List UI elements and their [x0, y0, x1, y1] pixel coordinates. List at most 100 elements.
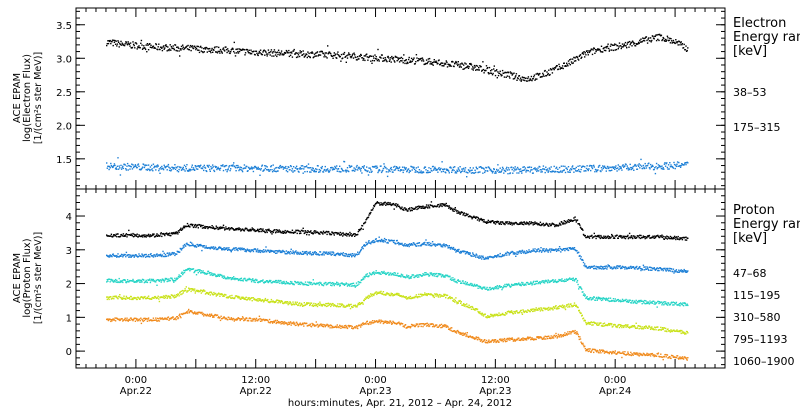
- data-point: [685, 239, 688, 241]
- data-point: [193, 271, 195, 274]
- data-point: [141, 281, 143, 283]
- data-point: [563, 62, 565, 64]
- data-point: [217, 248, 219, 250]
- data-point: [603, 47, 605, 49]
- data-point: [603, 165, 606, 167]
- data-point: [530, 79, 532, 81]
- data-point: [336, 284, 338, 286]
- data-point: [183, 246, 185, 249]
- data-point: [527, 76, 530, 78]
- data-point: [367, 174, 370, 176]
- data-point: [176, 50, 178, 52]
- data-point: [427, 207, 429, 209]
- data-point: [318, 168, 320, 171]
- data-point: [147, 233, 150, 236]
- data-point: [265, 280, 267, 283]
- data-point: [516, 172, 518, 174]
- data-point: [413, 276, 416, 279]
- data-point: [480, 166, 482, 168]
- data-point: [542, 222, 545, 225]
- data-point: [473, 64, 476, 67]
- data-point: [208, 164, 210, 167]
- data-point: [578, 251, 580, 254]
- data-point: [351, 54, 353, 56]
- data-point: [373, 204, 375, 207]
- data-point: [355, 56, 357, 59]
- data-point: [501, 288, 503, 291]
- data-point: [399, 170, 401, 172]
- data-point: [368, 56, 370, 58]
- data-point: [224, 165, 226, 167]
- data-point: [614, 168, 616, 170]
- data-point: [519, 222, 521, 224]
- data-point: [346, 169, 348, 172]
- data-point: [391, 273, 393, 276]
- data-point: [247, 52, 250, 54]
- data-point: [571, 248, 573, 250]
- data-point: [370, 169, 372, 171]
- data-point: [409, 61, 411, 63]
- data-point: [145, 253, 147, 256]
- data-point: [362, 247, 364, 250]
- data-point: [628, 46, 630, 48]
- data-point: [308, 282, 310, 284]
- data-point: [138, 234, 140, 236]
- data-point: [656, 34, 658, 36]
- data-point: [528, 249, 530, 251]
- data-point: [163, 48, 165, 50]
- data-point: [645, 167, 648, 169]
- data-point: [354, 54, 356, 56]
- data-point: [441, 205, 443, 208]
- data-point: [128, 281, 130, 283]
- data-point: [256, 230, 258, 232]
- data-point: [296, 232, 298, 235]
- data-point: [657, 167, 659, 169]
- data-point: [276, 166, 278, 169]
- data-point: [494, 74, 497, 77]
- data-point: [284, 229, 286, 232]
- data-point: [316, 51, 319, 53]
- data-point: [183, 227, 186, 229]
- data-point: [385, 166, 387, 169]
- data-point: [472, 69, 474, 71]
- data-point: [144, 234, 146, 236]
- data-point: [440, 171, 443, 173]
- data-point: [620, 166, 622, 168]
- data-point: [111, 236, 114, 238]
- data-point: [385, 204, 387, 206]
- data-point: [515, 255, 517, 257]
- data-point: [562, 165, 564, 167]
- data-point: [453, 280, 455, 282]
- data-point: [194, 244, 196, 247]
- data-point: [305, 231, 307, 233]
- data-point: [478, 285, 480, 287]
- data-point: [550, 224, 552, 227]
- data-point: [233, 247, 235, 249]
- data-point: [431, 63, 433, 65]
- data-point: [367, 241, 370, 243]
- data-point: [250, 49, 252, 51]
- data-point: [347, 255, 349, 257]
- data-point: [154, 166, 156, 168]
- data-point: [607, 166, 609, 168]
- data-point: [448, 65, 450, 67]
- data-point: [375, 167, 377, 169]
- data-point: [457, 279, 459, 281]
- data-point: [304, 281, 307, 283]
- data-point: [674, 237, 676, 239]
- data-point: [655, 268, 657, 271]
- data-point: [298, 52, 300, 54]
- data-point: [506, 283, 508, 285]
- data-point: [313, 230, 316, 232]
- data-point: [146, 169, 149, 171]
- data-point: [467, 67, 470, 69]
- data-point: [376, 58, 378, 60]
- data-point: [336, 57, 338, 59]
- data-point: [120, 255, 122, 257]
- data-point: [149, 253, 152, 256]
- data-point: [501, 74, 503, 76]
- data-point: [389, 59, 391, 61]
- data-point: [259, 49, 262, 51]
- data-point: [177, 230, 180, 232]
- data-point: [244, 277, 246, 280]
